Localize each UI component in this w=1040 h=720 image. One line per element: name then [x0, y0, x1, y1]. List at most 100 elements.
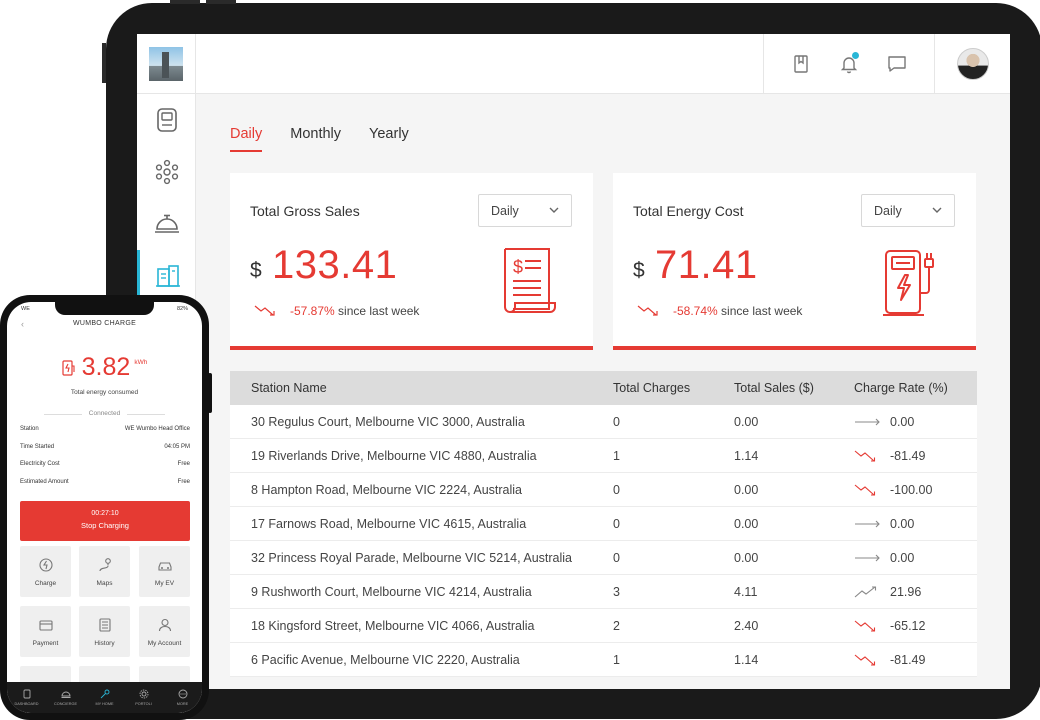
tile-charge[interactable]: Charge: [20, 546, 71, 597]
nav-label: MORE: [176, 702, 189, 706]
period-select[interactable]: Daily: [861, 194, 955, 227]
energy-cost-card: Total Energy Cost Daily $ 71.41 -58.74% …: [613, 173, 976, 350]
bottom-nav: DASHBOARD CONCIERGE MY HOME PORTOLI MORE: [7, 682, 202, 713]
tile-history[interactable]: History: [79, 606, 130, 657]
charge-rate-value: 0.00: [890, 414, 915, 429]
sidebar-item-network[interactable]: [137, 146, 196, 198]
concierge-icon: [61, 691, 70, 698]
reports-icon: [156, 265, 180, 287]
maps-icon: [98, 558, 111, 572]
info-label: Time Started: [20, 444, 55, 450]
nav-label: DASHBOARD: [14, 702, 39, 706]
phone-status-bar: WE 82%: [7, 302, 202, 316]
cell-total-sales: 0.00: [734, 516, 759, 531]
cell-station-name: 30 Regulus Court, Melbourne VIC 3000, Au…: [251, 414, 525, 429]
tile-my-ev[interactable]: My EV: [139, 546, 190, 597]
nav-concierge[interactable]: CONCIERGE: [48, 689, 84, 706]
trend-down-icon: [854, 620, 876, 632]
logo-tower: [162, 52, 169, 78]
period-select-value: Daily: [874, 204, 902, 218]
back-icon[interactable]: ‹: [21, 319, 24, 329]
user-menu[interactable]: [935, 34, 1010, 94]
phone-screen: WE 82% ‹ WUMBO CHARGE 3.82 kWh Total ene…: [7, 302, 202, 713]
phone-side-button: [0, 353, 1, 377]
period-select-value: Daily: [491, 204, 519, 218]
cell-charge-rate: -65.12: [854, 619, 977, 633]
stations-table: Station Name Total Charges Total Sales (…: [230, 371, 977, 677]
cell-charge-rate: -81.49: [854, 653, 977, 667]
charge-rate-value: 0.00: [890, 516, 915, 531]
chat-icon[interactable]: [886, 53, 908, 75]
charge-rate-value: -65.12: [890, 618, 926, 633]
column-total-charges[interactable]: Total Charges: [613, 381, 691, 395]
network-icon: [155, 159, 178, 185]
gross-sales-card: Total Gross Sales Daily $ 133.41 -57.87%…: [230, 173, 593, 350]
key-icon: [100, 689, 109, 699]
nav-dashboard[interactable]: DASHBOARD: [9, 689, 45, 706]
tile-label: Maps: [96, 580, 113, 587]
notification-dot: [852, 52, 859, 59]
nav-portoli[interactable]: PORTOLI: [126, 689, 162, 706]
tile-label: History: [94, 640, 115, 647]
tab-monthly[interactable]: Monthly: [290, 126, 342, 142]
carrier: WE: [21, 306, 30, 312]
charge-rate-value: -81.49: [890, 448, 926, 463]
table-row[interactable]: 9 Rushworth Court, Melbourne VIC 4214, A…: [230, 575, 977, 609]
table-row[interactable]: 18 Kingsford Street, Melbourne VIC 4066,…: [230, 609, 977, 643]
tile-payment[interactable]: Payment: [20, 606, 71, 657]
logo[interactable]: [137, 34, 196, 94]
table-row[interactable]: 32 Princess Royal Parade, Melbourne VIC …: [230, 541, 977, 575]
tile-my-account[interactable]: My Account: [139, 606, 190, 657]
period-select[interactable]: Daily: [478, 194, 572, 227]
chevron-down-icon: [549, 207, 559, 213]
currency-symbol: $: [633, 259, 645, 282]
change-suffix: since last week: [338, 304, 420, 318]
stop-charging-button[interactable]: 00:27:10 Stop Charging: [20, 501, 190, 541]
tab-daily[interactable]: Daily: [230, 126, 263, 152]
table-row[interactable]: 19 Riverlands Drive, Melbourne VIC 4880,…: [230, 439, 977, 473]
info-row-electricity-cost: Electricity Cost Free: [20, 461, 190, 467]
app-title: WUMBO CHARGE: [72, 320, 137, 327]
cell-station-name: 19 Riverlands Drive, Melbourne VIC 4880,…: [251, 448, 537, 463]
more-icon: [178, 689, 187, 699]
energy-unit: kWh: [134, 359, 148, 366]
charging-station-icon: [883, 250, 934, 316]
tab-yearly[interactable]: Yearly: [369, 126, 409, 142]
column-charge-rate[interactable]: Charge Rate (%): [854, 381, 948, 395]
book-icon[interactable]: [790, 53, 812, 75]
info-value: Free: [177, 479, 190, 485]
cell-total-sales: 1.14: [734, 448, 759, 463]
nav-more[interactable]: MORE: [165, 689, 201, 706]
cell-station-name: 9 Rushworth Court, Melbourne VIC 4214, A…: [251, 584, 532, 599]
bell-icon[interactable]: [838, 52, 860, 75]
nav-my-home[interactable]: MY HOME: [87, 689, 123, 706]
cell-station-name: 32 Princess Royal Parade, Melbourne VIC …: [251, 550, 573, 565]
svg-text:$: $: [513, 257, 523, 277]
avatar: [956, 48, 989, 80]
info-value: WE Wumbo Head Office: [124, 426, 190, 432]
tile-label: Charge: [34, 580, 57, 587]
column-station-name[interactable]: Station Name: [251, 381, 327, 395]
column-total-sales[interactable]: Total Sales ($): [734, 381, 814, 395]
account-icon: [158, 618, 171, 632]
sidebar-item-reports[interactable]: [137, 250, 196, 302]
info-row-station: Station WE Wumbo Head Office: [20, 426, 190, 432]
table-row[interactable]: 6 Pacific Avenue, Melbourne VIC 2220, Au…: [230, 643, 977, 677]
cell-total-charges: 0: [613, 516, 620, 531]
sidebar-item-service[interactable]: [137, 198, 196, 250]
tile-maps[interactable]: Maps: [79, 546, 130, 597]
info-value: 04:05 PM: [164, 444, 190, 450]
device-icon: [156, 108, 177, 132]
trend-down-icon: [637, 305, 658, 316]
cell-total-charges: 3: [613, 584, 620, 599]
charge-rate-value: 21.96: [890, 584, 922, 599]
phone-notch: [55, 302, 154, 315]
stop-charging-label: Stop Charging: [81, 521, 129, 530]
table-row[interactable]: 17 Farnows Road, Melbourne VIC 4615, Aus…: [230, 507, 977, 541]
charge-rate-value: -81.49: [890, 652, 926, 667]
cell-charge-rate: -100.00: [854, 483, 977, 497]
sidebar-item-device[interactable]: [137, 94, 196, 146]
trend-down-icon: [854, 450, 876, 462]
table-row[interactable]: 8 Hampton Road, Melbourne VIC 2224, Aust…: [230, 473, 977, 507]
table-row[interactable]: 30 Regulus Court, Melbourne VIC 3000, Au…: [230, 405, 977, 439]
